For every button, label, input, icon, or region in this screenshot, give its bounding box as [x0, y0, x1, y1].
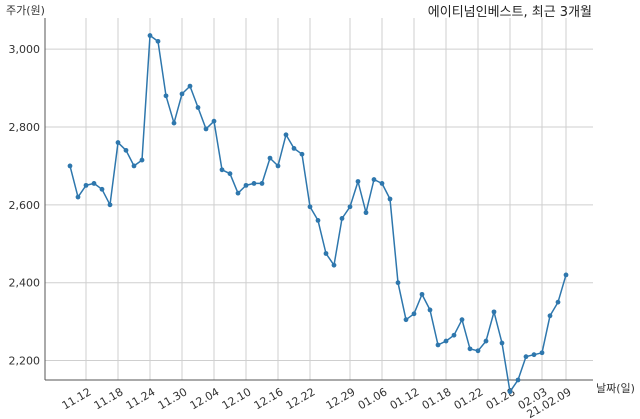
x-tick-label: 12.10: [220, 385, 254, 412]
x-tick-label: 12.16: [252, 385, 286, 412]
price-point: [235, 190, 241, 196]
x-tick-label: 12.29: [324, 385, 358, 412]
y-axis-label: 주가(원): [6, 4, 45, 17]
price-point: [67, 163, 73, 169]
y-tick-label: 2,800: [9, 121, 41, 134]
price-point: [163, 93, 169, 99]
price-point: [443, 338, 449, 344]
price-point: [139, 157, 145, 163]
x-tick-label: 12.04: [188, 385, 222, 412]
price-point: [307, 204, 313, 210]
price-point: [267, 155, 273, 161]
price-point: [123, 147, 129, 153]
price-point: [507, 389, 513, 395]
x-tick-label: 01.22: [452, 385, 486, 412]
price-point: [187, 83, 193, 89]
price-point: [515, 377, 521, 383]
price-point: [275, 163, 281, 169]
x-tick-label: 11.12: [60, 385, 94, 412]
axes-spines: [44, 18, 593, 381]
price-point: [499, 340, 505, 346]
price-point: [347, 204, 353, 210]
y-tick-label: 2,200: [9, 355, 41, 368]
price-point: [211, 118, 217, 124]
price-point: [523, 354, 529, 360]
price-point: [395, 280, 401, 286]
price-point: [483, 338, 489, 344]
price-point: [339, 216, 345, 221]
price-point: [243, 182, 249, 188]
x-tick-label: 01.12: [388, 385, 422, 412]
price-point: [115, 140, 121, 145]
price-line: [69, 34, 567, 393]
price-point: [99, 186, 105, 192]
y-tick-label: 2,600: [9, 199, 41, 212]
price-point: [323, 251, 329, 256]
x-tick-label: 11.24: [124, 385, 158, 412]
price-point: [547, 313, 553, 319]
price-series: [69, 34, 567, 393]
price-point: [539, 350, 545, 356]
price-point: [403, 317, 409, 323]
price-point: [131, 163, 137, 169]
price-point: [411, 311, 417, 317]
price-point: [435, 342, 441, 348]
price-point: [251, 181, 257, 186]
price-point: [355, 179, 361, 184]
chart-title: 에이티넘인베스트, 최근 3개월: [428, 5, 592, 20]
price-point: [195, 105, 201, 110]
price-point: [91, 181, 97, 186]
price-point: [363, 210, 369, 216]
price-point: [451, 332, 457, 338]
price-point: [259, 181, 265, 186]
price-point: [531, 352, 537, 358]
price-point: [419, 291, 425, 297]
price-point: [467, 346, 473, 352]
price-point: [371, 177, 377, 182]
price-point: [171, 120, 177, 126]
y-tick-labels: 2,200 2,400 2,600 2,800 3,000: [9, 43, 41, 367]
price-point: [83, 182, 89, 188]
price-point: [427, 307, 433, 313]
y-tick-label: 3,000: [9, 43, 41, 56]
price-point: [387, 196, 393, 202]
price-point: [491, 309, 497, 315]
x-tick-label: 12.22: [284, 385, 318, 412]
grid-layer: [45, 18, 593, 380]
x-tick-labels: 11.1211.1811.2411.3012.0412.1012.1612.22…: [60, 385, 574, 419]
price-point: [227, 171, 233, 177]
price-point: [155, 38, 161, 44]
price-point: [563, 272, 569, 278]
price-point: [219, 167, 225, 173]
price-point: [107, 202, 113, 208]
price-point: [291, 145, 297, 151]
price-point: [75, 194, 81, 200]
price-points: [67, 33, 569, 395]
price-point: [283, 132, 289, 138]
y-tick-label: 2,400: [9, 277, 41, 290]
x-tick-label: 01.06: [356, 385, 390, 412]
x-tick-label: 11.30: [156, 385, 190, 412]
price-point: [315, 218, 321, 223]
price-point: [203, 126, 209, 132]
price-point: [379, 181, 385, 186]
price-point: [555, 299, 561, 305]
price-point: [331, 262, 337, 268]
price-point: [179, 91, 185, 97]
price-point: [459, 317, 465, 323]
price-point: [299, 151, 305, 157]
x-axis-label: 날짜(일): [596, 381, 635, 395]
x-tick-label: 01.18: [420, 385, 454, 412]
x-tick-label: 11.18: [92, 385, 126, 412]
price-point: [475, 348, 481, 354]
price-point: [147, 33, 153, 38]
